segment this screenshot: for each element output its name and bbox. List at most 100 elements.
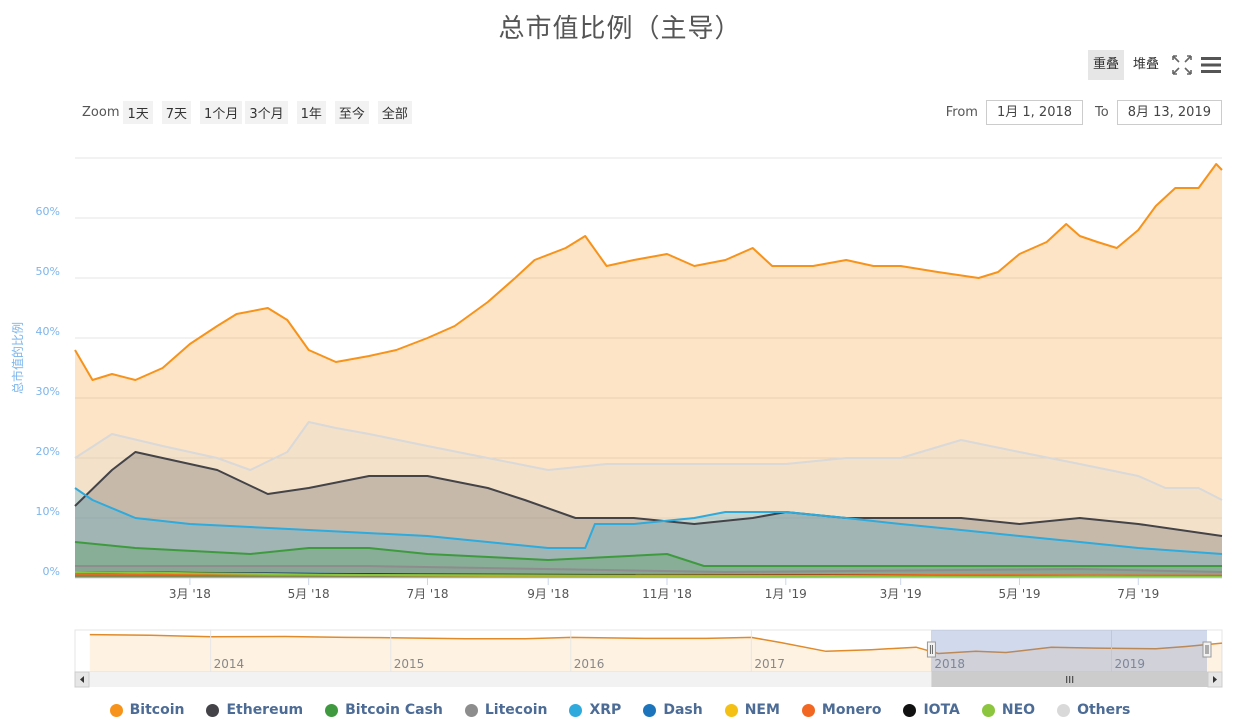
y-tick-label: 60% [36, 205, 60, 218]
zoom-1y-button[interactable]: 1年 [296, 100, 326, 124]
from-date-input[interactable]: 1月 1, 2018 [985, 100, 1084, 125]
legend-item-ethereum[interactable]: Ethereum [206, 702, 303, 718]
x-tick-label: 7月 '18 [406, 587, 448, 601]
zoom-all-button[interactable]: 全部 [377, 100, 412, 124]
series-line-others[interactable] [74, 421, 1223, 501]
legend-dot-icon [464, 703, 478, 717]
navigator-selection[interactable] [931, 630, 1207, 672]
legend-label: Dash [663, 702, 703, 718]
legend-dot-icon [801, 703, 815, 717]
series-lines [74, 163, 1223, 578]
legend-label: XRP [589, 702, 622, 718]
stacked-mode-button[interactable]: 堆叠 [1133, 57, 1160, 72]
legend-dot-icon [724, 703, 738, 717]
legend-dot-icon [325, 703, 339, 717]
zoom-ytd-button[interactable]: 至今 [334, 100, 369, 124]
navigator-year-label: 2018 [934, 657, 965, 671]
chevron-right-icon [1213, 676, 1217, 683]
legend-label: Bitcoin Cash [345, 702, 443, 718]
legend-dot-icon [569, 703, 583, 717]
x-tick-label: 5月 '18 [288, 587, 330, 601]
area-ethereum [75, 452, 1222, 578]
legend-item-xrp[interactable]: XRP [569, 702, 621, 718]
series-line-bitcoin-cash[interactable] [74, 541, 1222, 567]
x-tick-label: 3月 '19 [880, 587, 922, 601]
zoom-1d-button[interactable]: 1天 [123, 100, 153, 124]
zoom-3m-button[interactable]: 3个月 [245, 100, 288, 124]
navigator-right-handle[interactable] [1202, 641, 1212, 658]
navigator-year-label: 2016 [574, 657, 605, 671]
legend-label: NEM [744, 702, 780, 718]
navigator-line [89, 633, 1223, 655]
legend-item-iota[interactable]: IOTA [903, 702, 960, 718]
series-line-litecoin[interactable] [75, 565, 1223, 573]
series-areas [75, 164, 1222, 578]
navigator[interactable]: 2014 2015 2016 2017 2018 2019 [74, 629, 1223, 688]
area-xrp [75, 488, 1222, 578]
legend-item-bitcoin[interactable]: Bitcoin [109, 702, 185, 718]
legend-label: Bitcoin [129, 702, 185, 718]
chevron-left-icon [80, 676, 84, 683]
navigator-year-label: 2017 [754, 657, 785, 671]
legend-item-bitcoin-cash[interactable]: Bitcoin Cash [325, 702, 443, 718]
x-tick-label: 9月 '18 [527, 587, 569, 601]
x-tick-label: 7月 '19 [1117, 587, 1159, 601]
y-tick-label: 50% [36, 265, 60, 278]
x-tick-label: 1月 '19 [765, 587, 807, 601]
series-line-bitcoin[interactable] [74, 163, 1223, 381]
series-line-xrp[interactable] [74, 487, 1223, 555]
area-bitcoin [75, 164, 1222, 578]
legend-item-monero[interactable]: Monero [801, 702, 882, 718]
x-tick-label: 5月 '19 [998, 587, 1040, 601]
legend-dot-icon [109, 703, 123, 717]
legend-dot-icon [206, 703, 220, 717]
chart-canvas: 总市值的比例 0% 10% 20% 30% 40% 50% 60% 3月 '18 5月 '18 7… [10, 157, 1223, 688]
navigator-area [89, 634, 1222, 672]
legend-item-dash[interactable]: Dash [643, 702, 703, 718]
legend-dot-icon [643, 703, 657, 717]
hamburger-menu-icon[interactable] [1199, 54, 1223, 76]
y-tick-label: 40% [36, 325, 60, 338]
navigator-left-handle[interactable] [926, 641, 936, 658]
series-line-neo[interactable] [74, 571, 1223, 578]
legend-dot-icon [903, 703, 917, 717]
legend-label: Ethereum [226, 702, 304, 718]
navigator-year-label: 2015 [394, 657, 425, 671]
zoom-1m-button[interactable]: 1个月 [200, 100, 243, 124]
x-tick-label: 3月 '18 [169, 587, 211, 601]
legend-label: IOTA [923, 702, 960, 718]
legend-dot-icon [1057, 703, 1071, 717]
y-tick-label: 20% [36, 445, 60, 458]
y-tick-label: 0% [43, 565, 60, 578]
legend-label: Monero [821, 702, 882, 718]
date-range-selector: From 1月 1, 2018 To 8月 13, 2019 [946, 100, 1222, 125]
legend: Bitcoin Ethereum Bitcoin Cash Litecoin XRP Da… [0, 702, 1240, 718]
y-tick-label: 30% [36, 385, 60, 398]
axes: 总市值的比例 0% 10% 20% 30% 40% 50% 60% 3月 '18 5月 '18 7… [10, 205, 1222, 601]
zoom-label: Zoom [82, 104, 120, 120]
y-axis-title: 总市值的比例 [10, 322, 25, 394]
legend-dot-icon [981, 703, 995, 717]
legend-item-neo[interactable]: NEO [981, 702, 1036, 718]
area-bitcoin-cash [75, 542, 1222, 578]
overlap-mode-button[interactable]: 重叠 [1088, 50, 1125, 80]
legend-label: Others [1077, 702, 1131, 718]
legend-label: NEO [1001, 702, 1036, 718]
fullscreen-icon[interactable] [1171, 54, 1193, 76]
zoom-7d-button[interactable]: 7天 [161, 100, 192, 124]
navigator-year-label: 2014 [214, 657, 245, 671]
area-others [75, 422, 1222, 578]
from-label: From [945, 105, 978, 120]
legend-item-nem[interactable]: NEM [724, 702, 780, 718]
navigator-year-label: 2019 [1114, 657, 1145, 671]
to-label: To [1095, 105, 1109, 120]
legend-item-others[interactable]: Others [1057, 702, 1130, 718]
y-tick-label: 10% [36, 505, 60, 518]
legend-item-litecoin[interactable]: Litecoin [464, 702, 548, 718]
series-line-ethereum[interactable] [74, 451, 1223, 537]
zoom-bar: Zoom 1天 7天 1个月 3个月 1年 至今 全部 [82, 100, 421, 124]
x-tick-label: 11月 '18 [642, 587, 692, 601]
chart-title: 总市值比例（主导） [498, 14, 742, 44]
to-date-input[interactable]: 8月 13, 2019 [1116, 100, 1222, 125]
legend-label: Litecoin [484, 702, 548, 718]
